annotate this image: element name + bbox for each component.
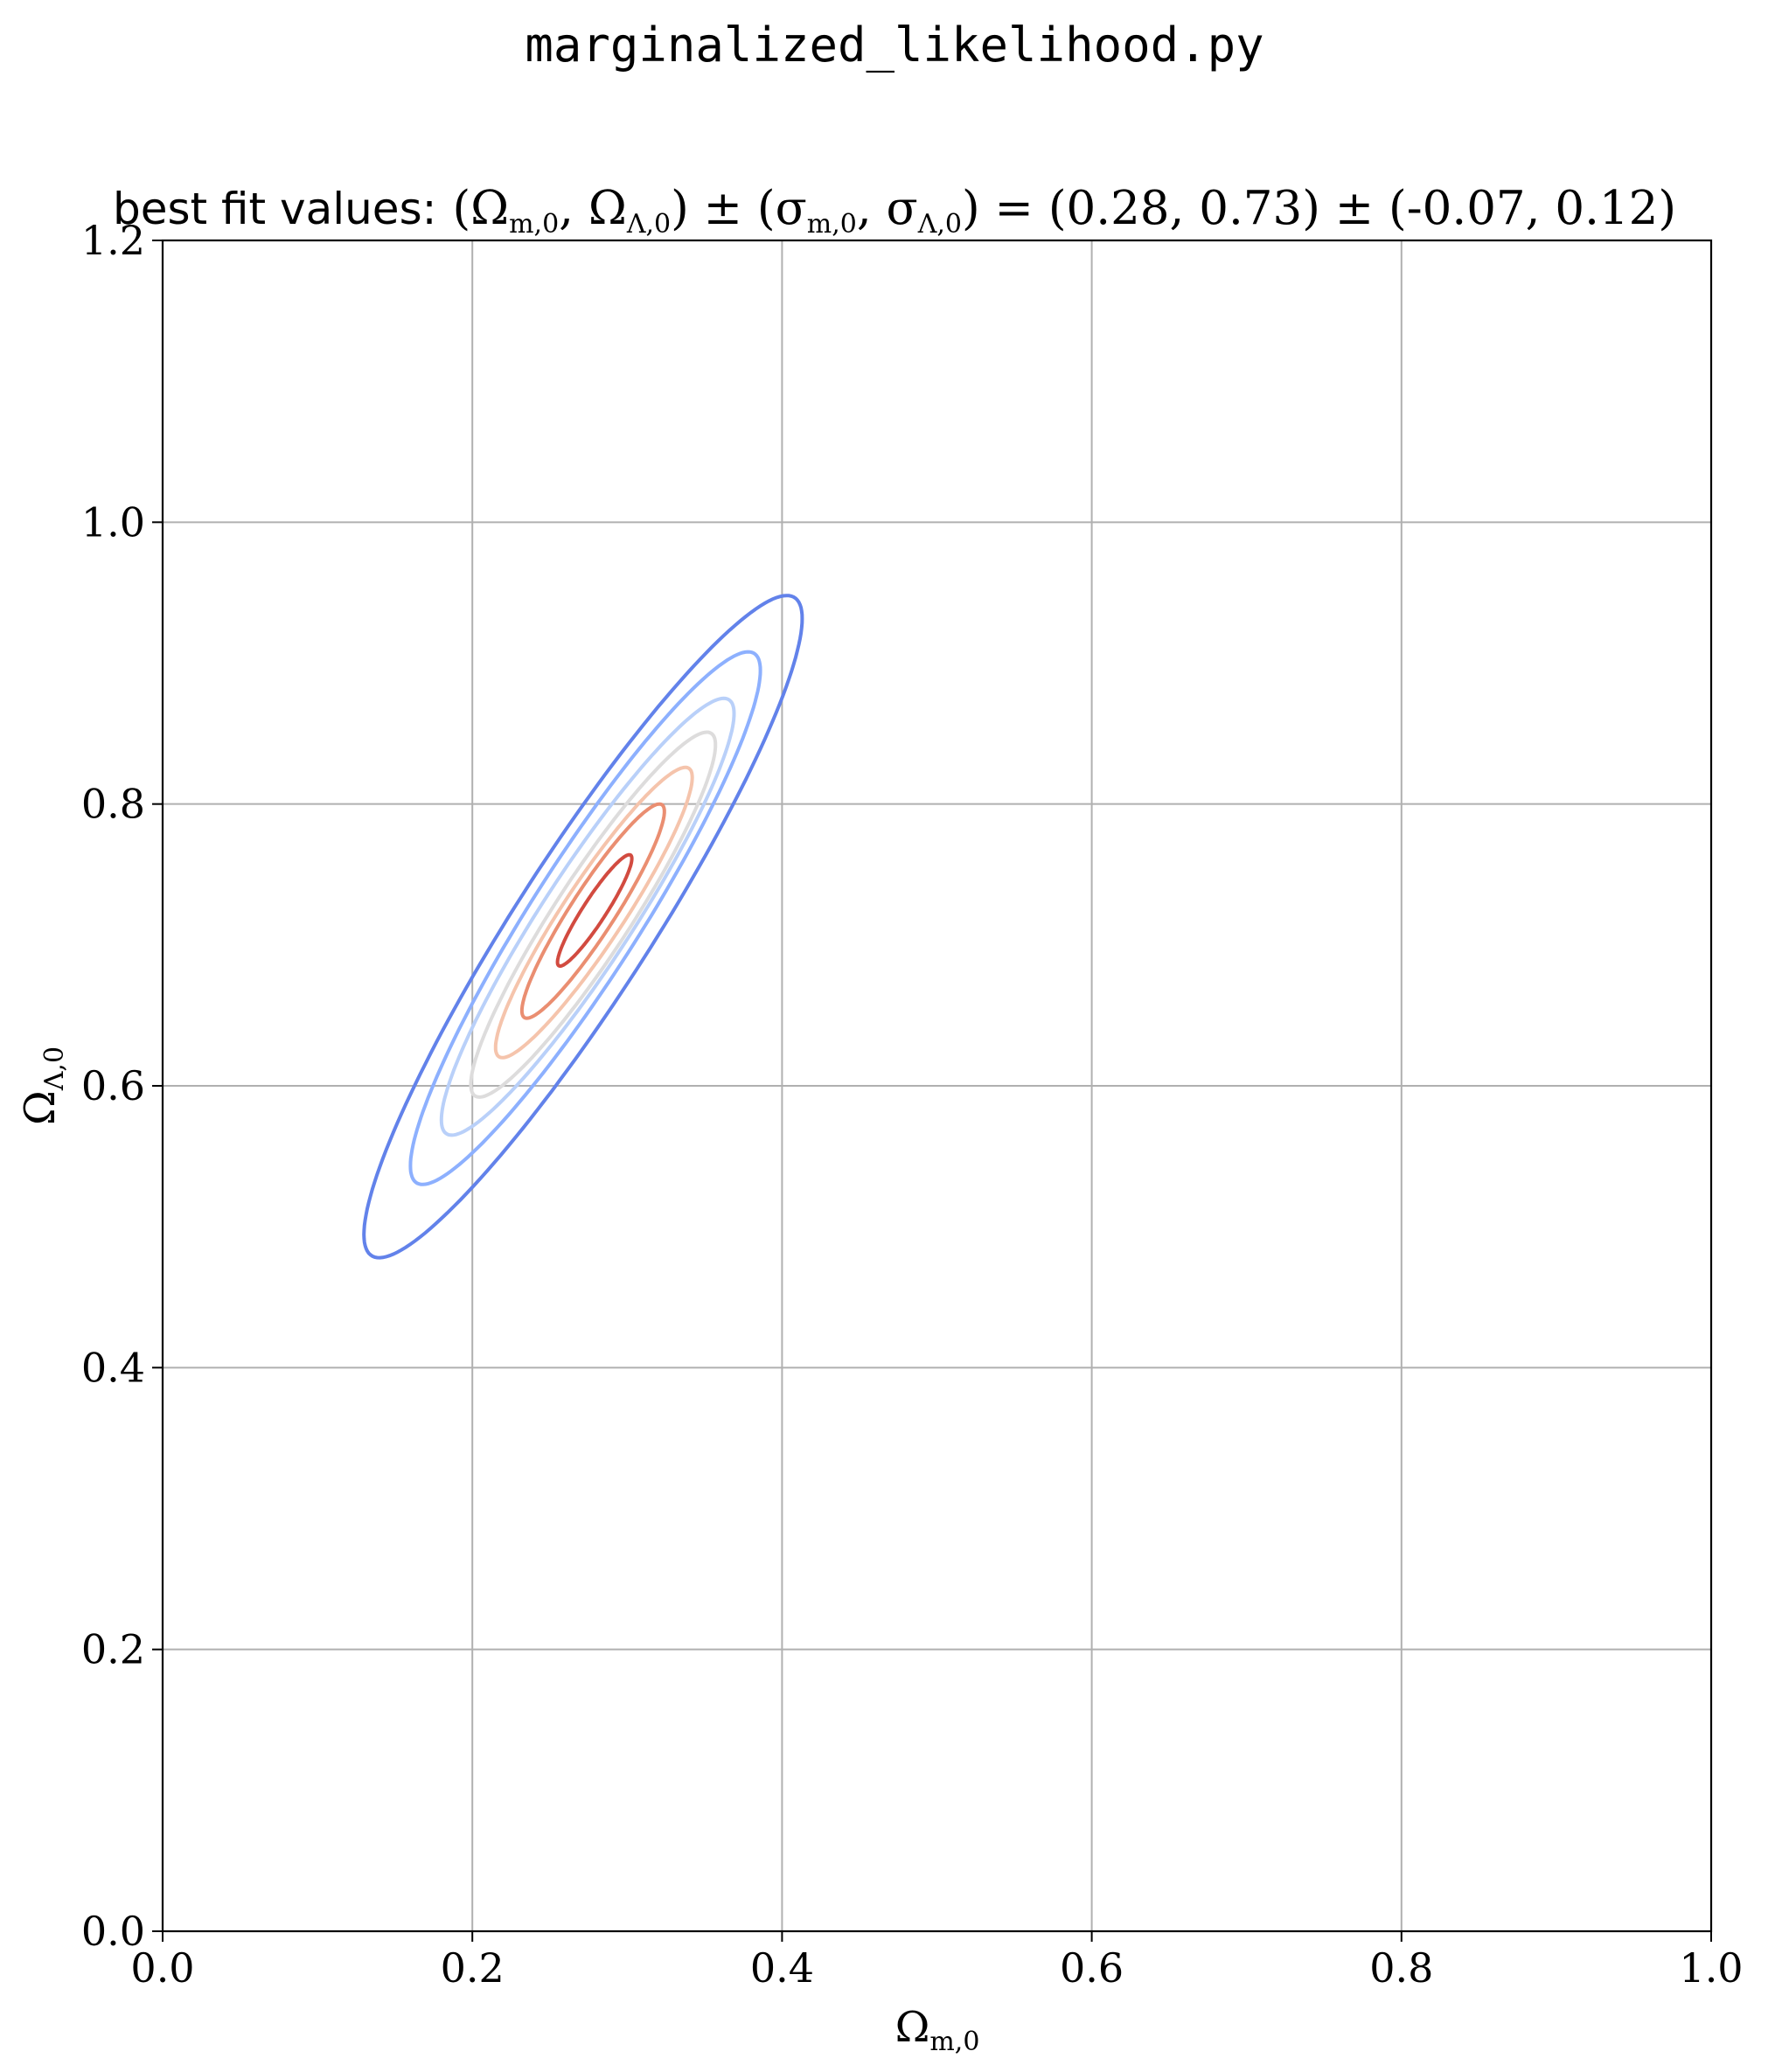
likelihood-contours [362,594,804,1260]
sigma-omega-m: -0.07 [1407,182,1526,235]
x-tick-label-2: 0.4 [750,1944,814,1992]
x-axis-label: Ωm,0 [895,2003,980,2057]
x-tick-label-3: 0.6 [1060,1944,1124,1992]
grid-lines [162,240,1712,1932]
y-axis-label: ΩΛ,0 [16,1046,70,1125]
title-equals: = [995,182,1034,235]
y-tick-label-6: 1.2 [81,217,145,264]
figure-suptitle: marginalized_likelihood.py [525,17,1263,73]
contour-level-1 [408,650,762,1186]
best-fit-omega-m: 0.28 [1067,182,1170,235]
sigma-omega-lambda: 0.12 [1555,182,1658,235]
y-tick-label-5: 1.0 [81,498,145,546]
contour-level-2 [439,696,736,1137]
title-pm-2: ± [1335,182,1374,235]
axis-ticks: 0.0 0.2 0.4 0.6 0.8 1.0 0.0 0.2 0.4 0.6 0.8 1.0 1.2 [81,217,1744,1992]
best-fit-omega-lambda: 0.73 [1199,182,1302,235]
contour-level-5 [519,802,666,1020]
y-tick-label-4: 0.8 [81,781,145,828]
contour-level-4 [493,765,694,1060]
chart-title: best fit values: (Ωm,0, ΩΛ,0) ± (σm,0, σ… [113,182,1676,240]
y-tick-label-0: 0.0 [81,1908,145,1955]
x-tick-label-4: 0.8 [1369,1944,1433,1992]
x-tick-label-5: 1.0 [1679,1944,1743,1992]
x-tick-label-0: 0.0 [130,1944,194,1992]
y-tick-label-1: 0.2 [81,1626,145,1673]
x-tick-label-1: 0.2 [441,1944,505,1992]
y-tick-label-2: 0.4 [81,1344,145,1391]
title-pm-1: ± [704,182,742,235]
y-tick-label-3: 0.6 [81,1062,145,1109]
chart-title-prefix: best fit values: [113,184,437,234]
contour-level-0 [362,594,804,1260]
contour-level-6 [555,852,634,968]
contour-level-3 [469,730,718,1099]
